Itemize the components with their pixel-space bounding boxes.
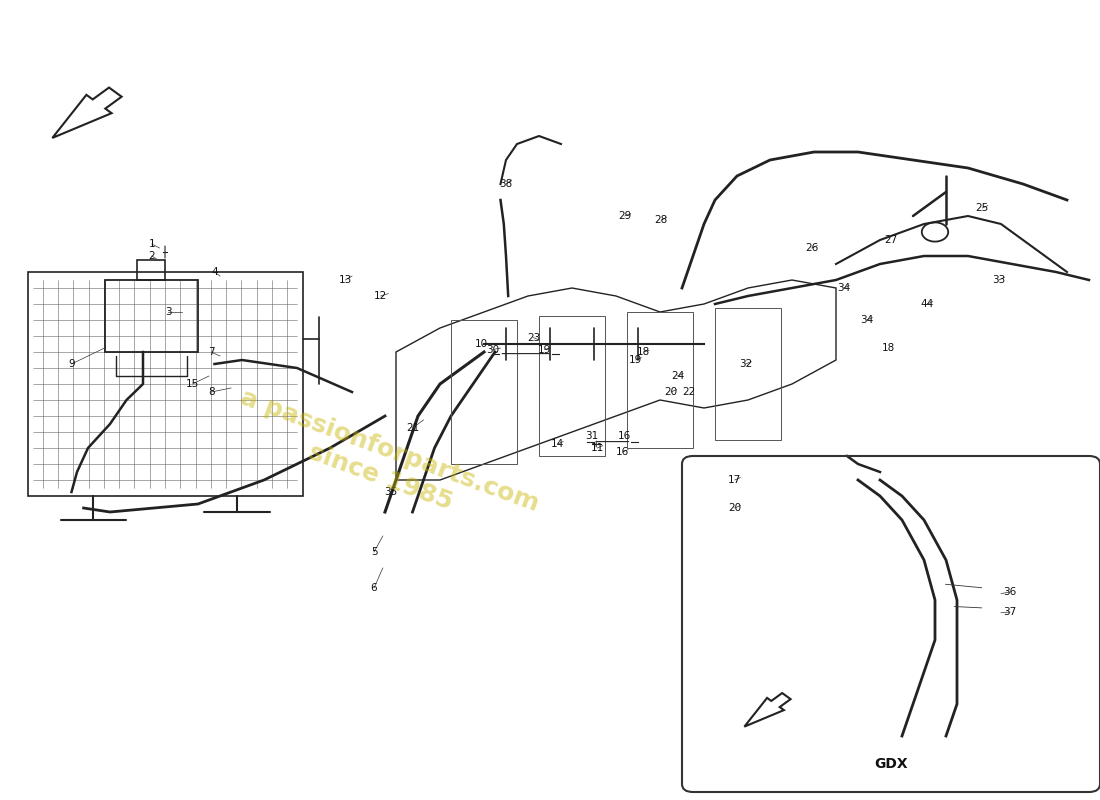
Text: 1: 1: [148, 239, 155, 249]
Text: 19: 19: [538, 345, 551, 354]
Text: 14: 14: [551, 439, 564, 449]
Bar: [138, 260, 165, 280]
Text: 5: 5: [371, 547, 377, 557]
Text: 16: 16: [616, 447, 629, 457]
Bar: [539, 316, 605, 456]
Text: a passionforparts.com
since 1985: a passionforparts.com since 1985: [228, 386, 542, 542]
Text: 23: 23: [527, 333, 540, 342]
Text: 33: 33: [992, 275, 1005, 285]
Text: 8: 8: [208, 387, 214, 397]
Text: 17: 17: [728, 475, 741, 485]
Text: 25: 25: [976, 203, 989, 213]
Text: GDX: GDX: [874, 757, 907, 771]
Bar: [451, 320, 517, 464]
Text: 28: 28: [654, 215, 668, 225]
Text: 29: 29: [618, 211, 631, 221]
Text: 36: 36: [1003, 587, 1016, 597]
Text: 30: 30: [486, 345, 499, 354]
Text: 37: 37: [1003, 607, 1016, 617]
Text: 3: 3: [165, 307, 172, 317]
Text: 13: 13: [339, 275, 352, 285]
Text: 12: 12: [374, 291, 387, 301]
Text: 6: 6: [371, 583, 377, 593]
Text: 34: 34: [860, 315, 873, 325]
Text: 20: 20: [728, 503, 741, 513]
Bar: [104, 280, 198, 352]
Bar: [715, 308, 781, 440]
Text: 7: 7: [208, 347, 214, 357]
Text: 10: 10: [475, 339, 488, 349]
Text: 18: 18: [637, 347, 650, 357]
Text: 4: 4: [211, 267, 218, 277]
Text: 26: 26: [805, 243, 818, 253]
Text: 24: 24: [671, 371, 684, 381]
Text: 18: 18: [882, 343, 895, 353]
Text: 19: 19: [629, 355, 642, 365]
Text: 15: 15: [186, 379, 199, 389]
Bar: [627, 312, 693, 448]
Text: 2: 2: [148, 251, 155, 261]
Text: 11: 11: [591, 443, 604, 453]
Text: 27: 27: [884, 235, 898, 245]
Text: 20: 20: [664, 387, 678, 397]
Text: 9: 9: [68, 359, 75, 369]
Text: 21: 21: [406, 423, 419, 433]
Text: 38: 38: [499, 179, 513, 189]
Text: 35: 35: [384, 487, 397, 497]
Text: 34: 34: [837, 283, 850, 293]
Text: 22: 22: [682, 387, 695, 397]
Text: 32: 32: [739, 359, 752, 369]
Text: 44: 44: [921, 299, 934, 309]
Text: 16: 16: [618, 431, 631, 441]
Bar: [28, 272, 302, 496]
Text: 31: 31: [585, 431, 598, 441]
